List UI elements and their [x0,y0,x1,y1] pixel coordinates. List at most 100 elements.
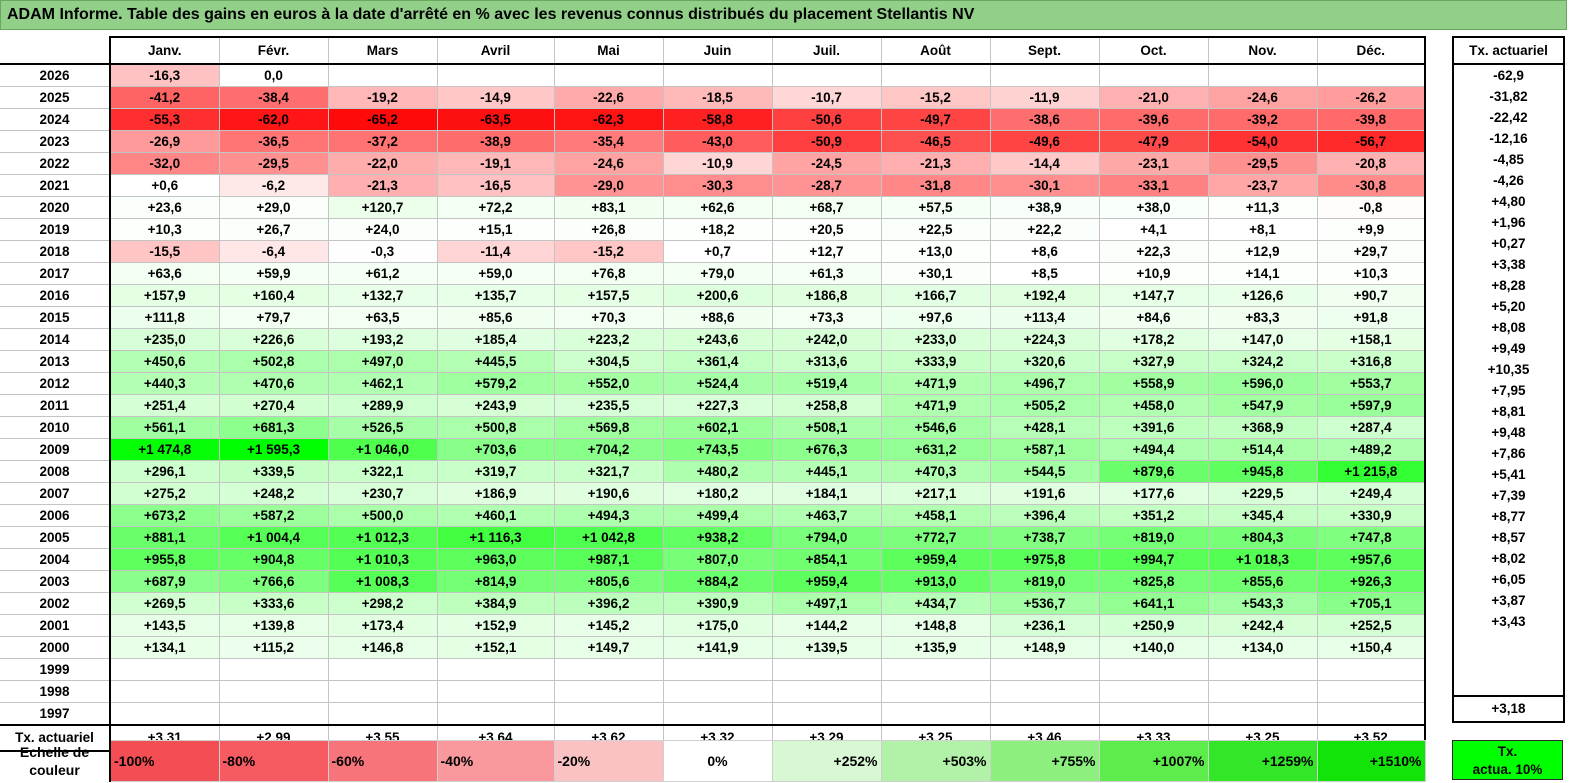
gain-cell: -11,4 [436,240,555,263]
gain-cell [218,680,329,703]
gain-cell: -29,5 [1207,152,1318,175]
gain-cell: -50,6 [771,108,882,131]
gain-cell: +79,0 [662,262,773,285]
year-label: 2012 [0,372,111,395]
gain-cell: +926,3 [1316,570,1426,593]
year-label: 2013 [0,350,111,373]
gain-cell: +987,1 [553,548,664,571]
gain-cell: +11,3 [1207,196,1318,219]
gain-cell: +126,6 [1207,284,1318,307]
table-row: 2002 +269,5 +333,6 +298,2 +384,9 +396,2 +390,9… [0,592,1426,615]
gain-cell: -20,8 [1316,152,1426,175]
gain-cell [989,63,1100,87]
gain-cell: -30,3 [662,174,773,197]
annual-rate-cell: -62,9 [1452,64,1565,86]
gain-cell: +1 474,8 [109,438,220,461]
year-label: 2009 [0,438,111,461]
gain-cell: +1 042,8 [553,526,664,549]
gain-cell: -62,3 [553,108,664,131]
gain-cell: -21,0 [1098,86,1209,109]
gain-cell: -24,5 [771,152,882,175]
gain-cell [989,658,1100,681]
gain-cell: +79,7 [218,306,329,329]
gain-cell [436,658,555,681]
gain-cell: +321,7 [553,460,664,483]
gain-cell: +29,0 [218,196,329,219]
annual-rate-table: Tx. actuariel -62,9 -31,82 -22,42 -12,16 -4,… [1452,36,1565,723]
gain-cell: +687,9 [109,570,220,593]
gain-cell: +304,5 [553,350,664,373]
annual-rate-cell: -4,85 [1452,149,1565,170]
color-scale-label-line2: couleur [29,762,80,778]
gain-cell: +368,9 [1207,416,1318,439]
gain-cell: +90,7 [1316,284,1426,307]
year-label: 2020 [0,196,111,219]
gain-cell [218,702,329,726]
gain-cell: +676,3 [771,438,882,461]
gain-cell: +881,1 [109,526,220,549]
gain-cell: -15,2 [880,86,991,109]
gain-cell: -39,8 [1316,108,1426,131]
gain-cell: +1 018,3 [1207,548,1318,571]
gain-cell: -26,2 [1316,86,1426,109]
gain-cell: +445,5 [436,350,555,373]
gain-cell: +460,1 [436,504,555,527]
gain-cell: +147,0 [1207,328,1318,351]
gain-cell [327,658,438,681]
annual-rate-cell: -31,82 [1452,86,1565,107]
actuarial-rate-legend-line1: Tx. [1497,744,1518,759]
table-row: 2004 +955,8 +904,8 +1 010,3 +963,0 +987,1 +807… [0,548,1426,571]
gain-cell: +111,8 [109,306,220,329]
annual-rate-cell: +1,96 [1452,212,1565,233]
gain-cell: -38,9 [436,130,555,153]
gain-cell: +250,9 [1098,614,1209,637]
gain-cell: +904,8 [218,548,329,571]
table-row: 2017 +63,6 +59,9 +61,2 +59,0 +76,8 +79,0 +61,3 +… [0,262,1426,285]
annual-rate-row: +0,27 [1452,233,1565,254]
gain-cell: +14,1 [1207,262,1318,285]
gain-cell: +428,1 [989,416,1100,439]
gain-cell [662,680,773,703]
gain-cell: +552,0 [553,372,664,395]
gain-cell: +26,7 [218,218,329,241]
gain-cell: +0,6 [109,174,220,197]
gain-cell: +13,0 [880,240,991,263]
gain-cell: +361,4 [662,350,773,373]
table-row: 2008 +296,1 +339,5 +322,1 +319,7 +321,7 +480,2… [0,460,1426,483]
gain-cell: +178,2 [1098,328,1209,351]
annual-rate-cell: +8,28 [1452,275,1565,296]
gain-cell: +148,8 [880,614,991,637]
gain-cell: +22,3 [1098,240,1209,263]
gain-cell: +177,6 [1098,482,1209,505]
color-scale-label: Echelle de couleur [0,740,111,782]
gain-cell: -31,8 [880,174,991,197]
gain-cell: +489,2 [1316,438,1426,461]
gain-cell: +20,5 [771,218,882,241]
gain-cell: +345,4 [1207,504,1318,527]
gain-cell: +190,6 [553,482,664,505]
color-scale-row: Echelle de couleur -100% -80% -60% -40% -20%… [0,740,1426,782]
gain-cell: +132,7 [327,284,438,307]
gain-cell: +819,0 [989,570,1100,593]
gain-cell: +83,3 [1207,306,1318,329]
gain-cell: -63,5 [436,108,555,131]
gain-cell: +97,6 [880,306,991,329]
gain-cell: +994,7 [1098,548,1209,571]
gain-cell [327,680,438,703]
gain-cell: +330,9 [1316,504,1426,527]
gain-cell: +289,9 [327,394,438,417]
gain-cell: -21,3 [880,152,991,175]
color-scale-step: +1259% [1207,740,1318,782]
gain-cell: +4,1 [1098,218,1209,241]
year-label: 2022 [0,152,111,175]
annual-rate-row: +9,48 [1452,422,1565,443]
gain-cell: +158,1 [1316,328,1426,351]
gain-cell: -33,1 [1098,174,1209,197]
gain-cell: -22,0 [327,152,438,175]
gain-cell: +819,0 [1098,526,1209,549]
annual-rate-cell: +3,38 [1452,254,1565,275]
gain-cell: -11,9 [989,86,1100,109]
gain-cell: +339,5 [218,460,329,483]
gain-cell: +148,9 [989,636,1100,659]
gain-cell: +587,1 [989,438,1100,461]
